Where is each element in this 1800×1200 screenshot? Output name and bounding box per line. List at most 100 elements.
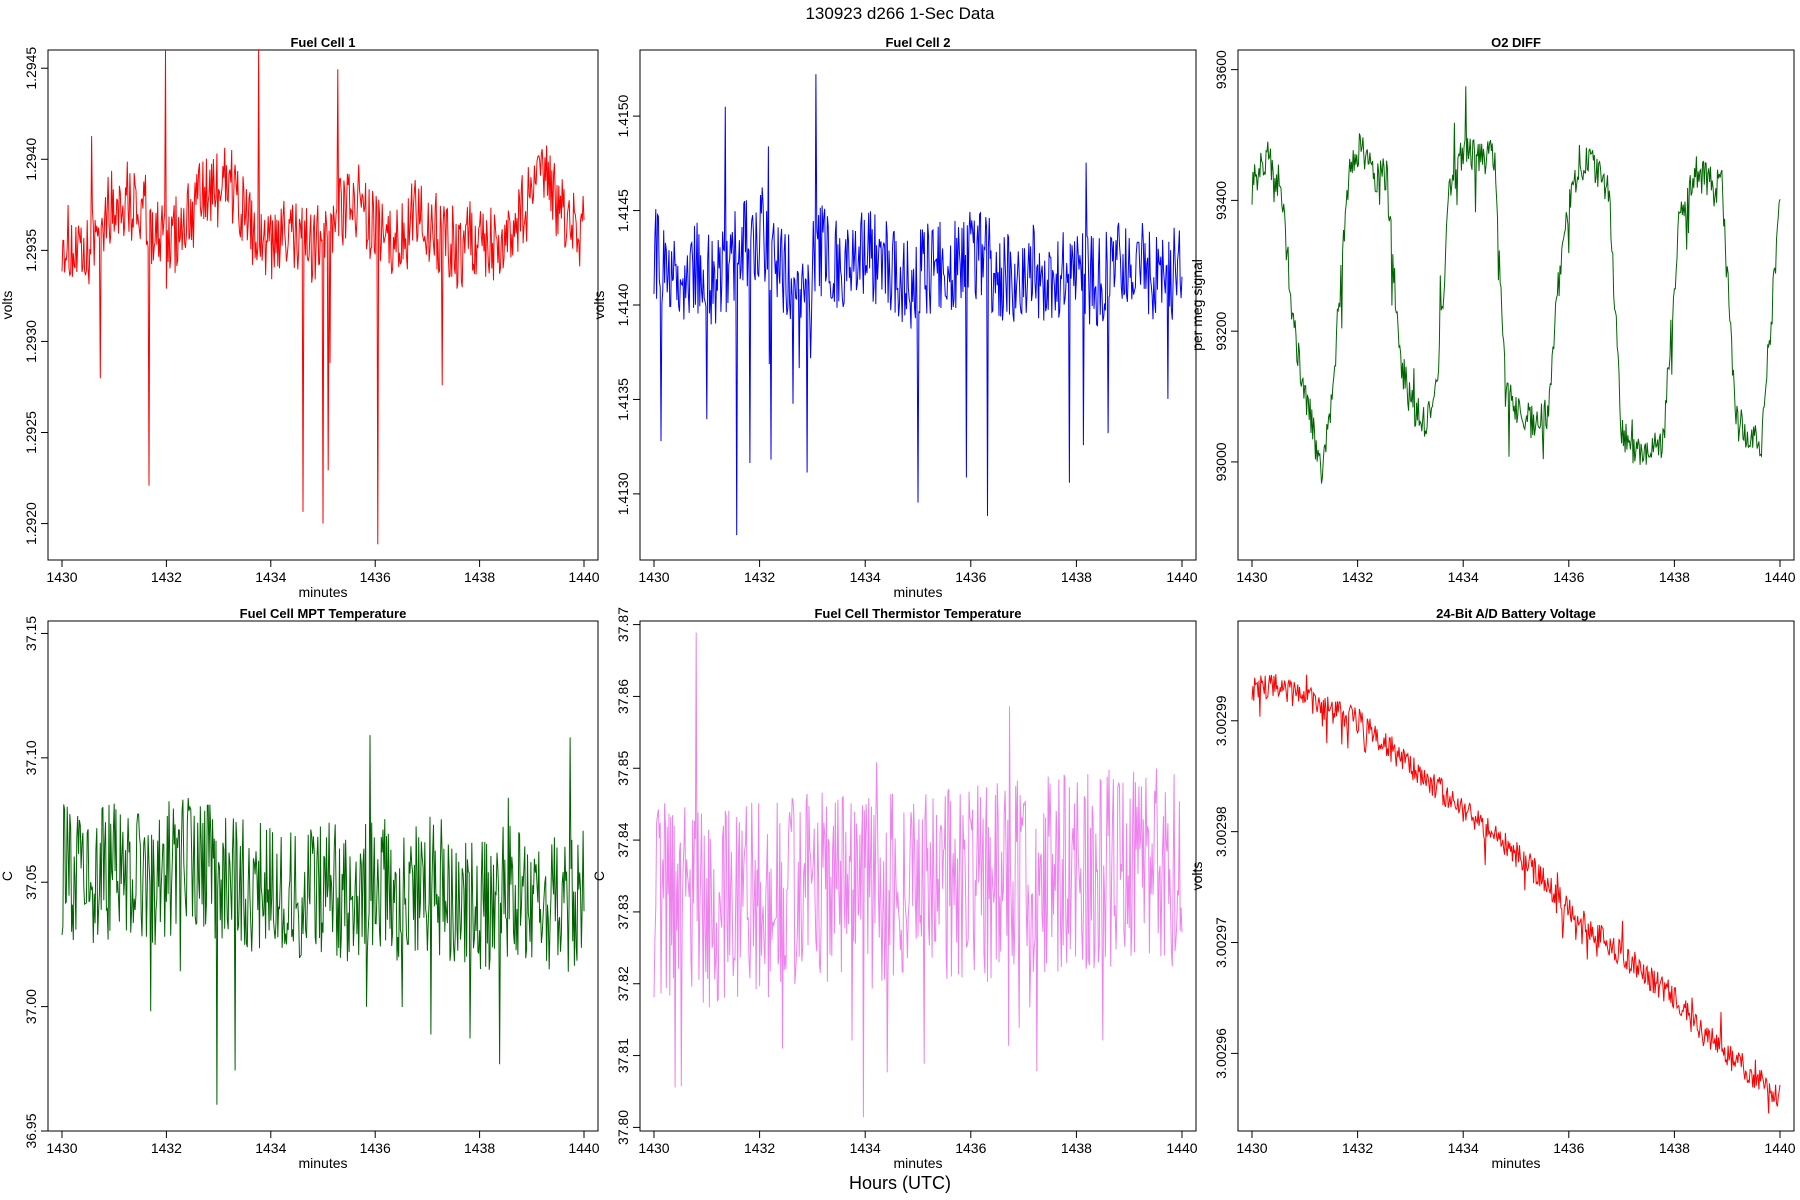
x-tick-label: 1434 [850, 569, 881, 585]
x-tick-label: 1438 [464, 1140, 495, 1156]
x-tick-label: 1436 [1553, 1140, 1584, 1156]
x-tick-label: 1440 [1166, 1140, 1197, 1156]
panel-title: Fuel Cell MPT Temperature [240, 606, 407, 621]
series-line [1251, 674, 1781, 1114]
y-tick-label: 1.4140 [615, 283, 631, 326]
x-tick-label: 1436 [360, 569, 391, 585]
series-line [61, 49, 585, 545]
x-tick-label: 1434 [255, 1140, 286, 1156]
plot-frame [47, 620, 599, 1132]
y-axis-label: volts [1189, 862, 1205, 891]
y-tick-label: 3.00296 [1213, 1028, 1229, 1079]
x-axis-label: minutes [298, 1155, 347, 1171]
y-tick-label: 1.4150 [615, 94, 631, 137]
x-tick-label: 1432 [1342, 569, 1373, 585]
x-tick-label: 1430 [1236, 569, 1267, 585]
x-axis-label: minutes [298, 584, 347, 600]
y-axis-label: per meg signal [1189, 259, 1205, 351]
series-line [653, 632, 1183, 1118]
y-axis-label: C [591, 871, 607, 881]
x-tick-label: 1434 [1448, 569, 1479, 585]
x-tick-label: 1436 [360, 1140, 391, 1156]
y-tick-label: 37.80 [615, 1110, 631, 1145]
x-tick-label: 1430 [46, 1140, 77, 1156]
series-line [61, 735, 585, 1105]
y-tick-label: 37.83 [615, 894, 631, 929]
x-tick-label: 1436 [1553, 569, 1584, 585]
x-tick-label: 1438 [1659, 569, 1690, 585]
y-axis-label: C [0, 871, 15, 881]
figure-xlabel: Hours (UTC) [849, 1173, 951, 1193]
chart-panels: Fuel Cell 1 1430 1432 1434 1436 1438 1440 1.292… [0, 35, 1796, 1171]
y-tick-label: 37.85 [615, 751, 631, 786]
x-tick-label: 1440 [1764, 1140, 1795, 1156]
y-axis-label: volts [591, 291, 607, 320]
x-tick-label: 1432 [744, 1140, 775, 1156]
plot-frame [47, 49, 599, 561]
x-tick-label: 1440 [1764, 569, 1795, 585]
y-tick-label: 3.00298 [1213, 806, 1229, 857]
x-tick-label: 1432 [151, 569, 182, 585]
x-tick-label: 1432 [744, 569, 775, 585]
x-tick-label: 1430 [638, 1140, 669, 1156]
x-tick-label: 1430 [638, 569, 669, 585]
panel-title: O2 DIFF [1491, 35, 1541, 50]
y-tick-label: 37.10 [23, 740, 39, 775]
x-tick-label: 1430 [46, 569, 77, 585]
x-tick-label: 1432 [151, 1140, 182, 1156]
y-tick-label: 36.95 [23, 1113, 39, 1148]
x-tick-label: 1438 [1659, 1140, 1690, 1156]
y-tick-label: 1.2930 [23, 320, 39, 363]
x-tick-label: 1440 [568, 569, 599, 585]
y-tick-label: 37.05 [23, 864, 39, 899]
y-tick-label: 93000 [1213, 442, 1229, 481]
panel-2: Fuel Cell 2 1430 1432 1434 1436 1438 1440 1.413… [591, 35, 1198, 600]
series-line [653, 74, 1183, 536]
y-tick-label: 37.15 [23, 616, 39, 651]
panel-title: 24-Bit A/D Battery Voltage [1436, 606, 1596, 621]
panel-title: Fuel Cell 2 [885, 35, 950, 50]
plot-frame [1237, 620, 1795, 1132]
y-tick-label: 37.87 [615, 607, 631, 642]
plot-frame [639, 620, 1197, 1132]
panel-3: O2 DIFF 1430 1432 1434 1436 1438 1440 93000 9320… [1189, 35, 1796, 585]
y-tick-label: 37.84 [615, 822, 631, 857]
panel-title: Fuel Cell 1 [290, 35, 355, 50]
x-tick-label: 1434 [255, 569, 286, 585]
x-tick-label: 1440 [1166, 569, 1197, 585]
panel-6: 24-Bit A/D Battery Voltage 1430 1432 1434 14… [1189, 606, 1796, 1171]
y-tick-label: 93400 [1213, 181, 1229, 220]
x-tick-label: 1438 [464, 569, 495, 585]
y-tick-label: 37.00 [23, 989, 39, 1024]
x-tick-label: 1438 [1061, 1140, 1092, 1156]
x-tick-label: 1436 [955, 569, 986, 585]
x-tick-label: 1440 [568, 1140, 599, 1156]
y-tick-label: 1.2925 [23, 411, 39, 454]
y-tick-label: 1.4145 [615, 189, 631, 232]
x-tick-label: 1438 [1061, 569, 1092, 585]
y-tick-label: 1.2935 [23, 229, 39, 272]
y-tick-label: 1.2945 [23, 47, 39, 90]
x-tick-label: 1434 [1448, 1140, 1479, 1156]
y-tick-label: 1.2920 [23, 502, 39, 545]
y-tick-label: 93200 [1213, 311, 1229, 350]
y-tick-label: 37.81 [615, 1038, 631, 1073]
x-axis-label: minutes [893, 584, 942, 600]
y-tick-label: 93600 [1213, 50, 1229, 89]
y-axis-label: volts [0, 291, 15, 320]
panel-title: Fuel Cell Thermistor Temperature [814, 606, 1021, 621]
series-line [1251, 86, 1781, 484]
figure-title: 130923 d266 1-Sec Data [805, 4, 995, 23]
y-tick-label: 37.82 [615, 966, 631, 1001]
y-tick-label: 3.00299 [1213, 695, 1229, 746]
plot-frame [1237, 49, 1795, 561]
x-axis-label: minutes [1491, 1155, 1540, 1171]
y-tick-label: 3.00297 [1213, 917, 1229, 968]
x-axis-label: minutes [893, 1155, 942, 1171]
x-tick-label: 1432 [1342, 1140, 1373, 1156]
y-tick-label: 1.4135 [615, 378, 631, 421]
x-tick-label: 1436 [955, 1140, 986, 1156]
panel-5: Fuel Cell Thermistor Temperature 1430 1432… [591, 606, 1198, 1171]
x-tick-label: 1434 [850, 1140, 881, 1156]
